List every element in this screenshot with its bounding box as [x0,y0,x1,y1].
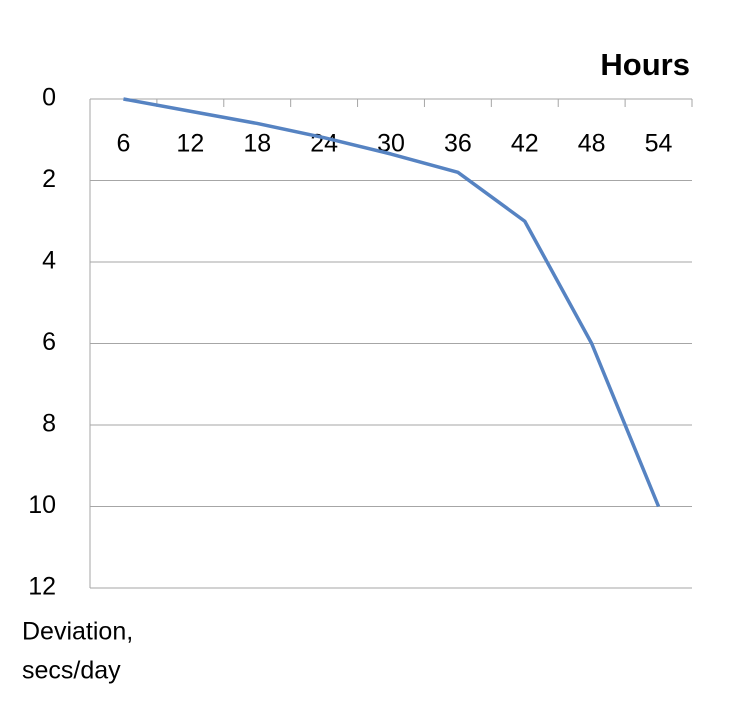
x-tick-label: 48 [578,130,606,158]
y-tick-label: 4 [42,247,56,275]
x-tick-label: 6 [116,130,130,158]
y-tick-label: 6 [42,328,56,356]
y-tick-label: 8 [42,410,56,438]
y-tick-label: 12 [28,573,56,601]
chart-title: Hours [600,47,690,82]
y-axis-label: Deviation, [22,618,133,646]
y-tick-label: 2 [42,165,56,193]
x-tick-label: 24 [310,130,338,158]
y-tick-label: 10 [28,491,56,519]
x-tick-label: 18 [243,130,271,158]
x-tick-label: 54 [645,130,673,158]
x-tick-label: 42 [511,130,539,158]
y-tick-label: 0 [42,84,56,112]
y-axis-label: secs/day [22,657,121,685]
x-tick-label: 12 [176,130,204,158]
x-tick-label: 36 [444,130,472,158]
data-line [123,97,661,508]
